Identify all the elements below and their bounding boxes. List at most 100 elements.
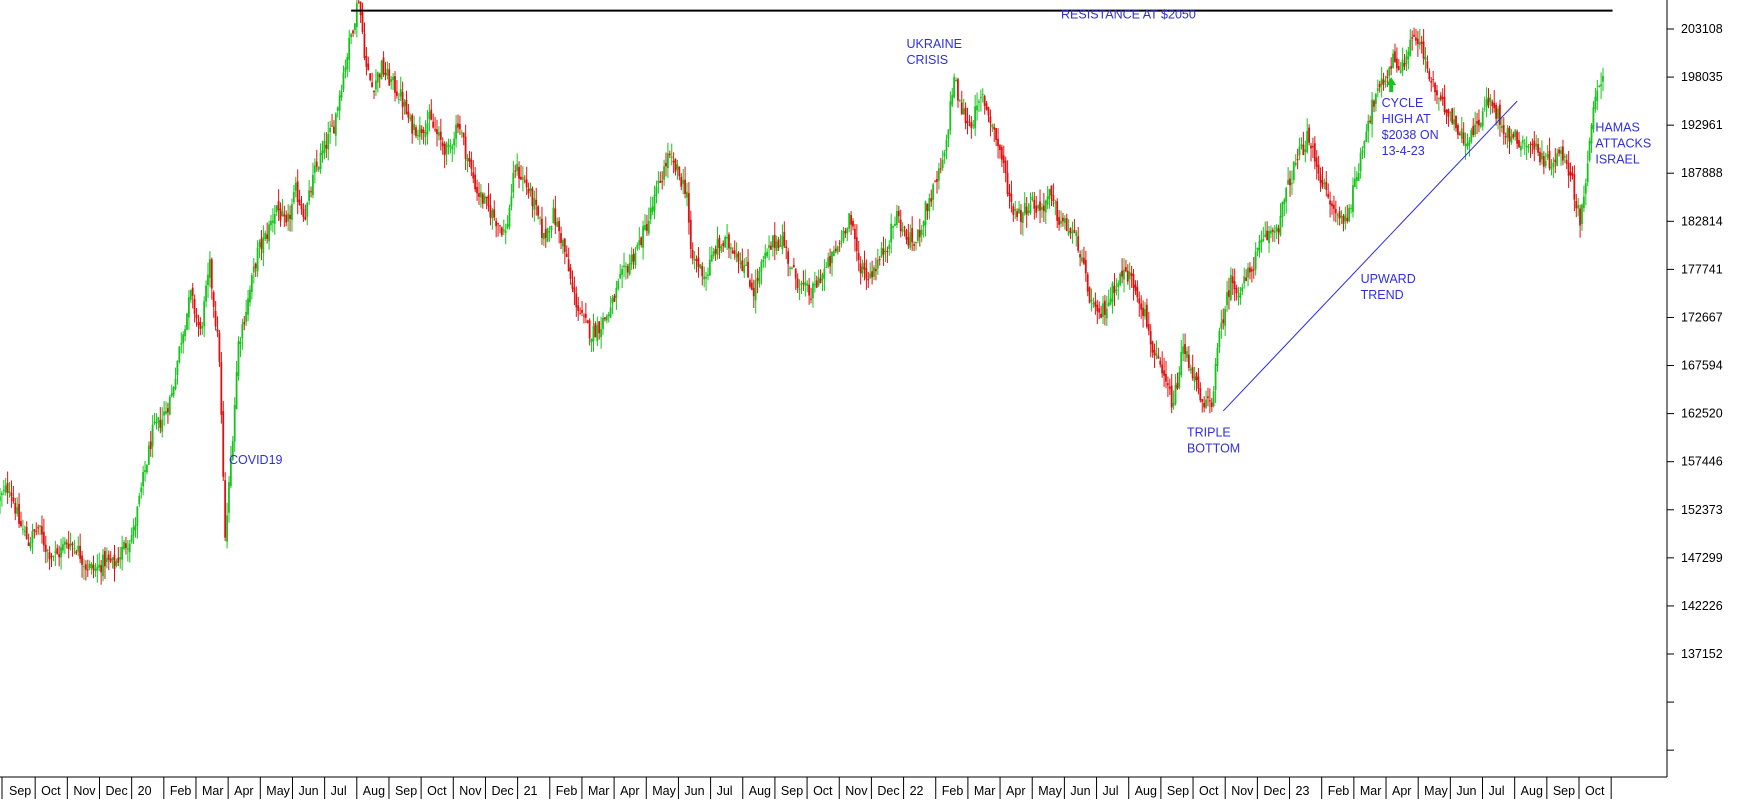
candle-body [857, 253, 860, 260]
candle-body [405, 99, 408, 115]
candle-body [104, 551, 106, 567]
candle-body [993, 126, 996, 130]
candle-body [336, 107, 339, 111]
candle-body [1016, 211, 1019, 218]
candle-body [806, 283, 809, 286]
candle-body [1010, 193, 1013, 202]
annotation-6-line-2: ISRAEL [1595, 152, 1640, 166]
x-tick-label: Dec [877, 784, 899, 798]
candle-body [926, 203, 929, 211]
candle-body [1327, 193, 1330, 198]
annotation-0-line-0: COVID19 [229, 453, 283, 467]
candle-body [178, 346, 181, 362]
candle-body [1107, 302, 1110, 307]
candle-body [1124, 267, 1127, 272]
candle-body [892, 225, 894, 228]
candle-body [1457, 124, 1459, 135]
candle-body [813, 284, 816, 286]
candle-body [804, 282, 807, 286]
candle-body [588, 320, 591, 339]
candle-body [943, 152, 946, 157]
candle-body [1287, 179, 1289, 185]
x-tick-label: May [266, 784, 290, 798]
candle-body [581, 309, 583, 313]
candle-body [208, 259, 211, 278]
candle-body [707, 274, 709, 276]
candle-body [714, 249, 717, 254]
candle-body [355, 3, 358, 28]
candle-body [749, 280, 751, 287]
candle-body [1140, 303, 1143, 310]
candle-body [1405, 56, 1408, 65]
x-tick-label: May [652, 784, 676, 798]
candle-body [1094, 301, 1097, 307]
candle-body [701, 266, 704, 277]
candle-body [1357, 172, 1360, 181]
candle-body [378, 74, 381, 78]
candle-body [1470, 130, 1473, 142]
candle-body [970, 122, 973, 128]
candle-body [136, 506, 139, 526]
candle-body [941, 159, 944, 168]
candle-body [827, 257, 830, 267]
candle-body [737, 252, 740, 262]
candle-body [1128, 271, 1131, 280]
candle-body [1069, 228, 1072, 233]
candle-body [1042, 205, 1045, 211]
candle-body [1516, 131, 1518, 144]
candle-body [395, 91, 398, 96]
candle-body [878, 259, 881, 261]
candle-body [840, 241, 843, 243]
candle-body [584, 313, 587, 318]
x-tick-label: Jul [717, 784, 733, 798]
candle-body [1004, 160, 1007, 174]
candle-body [899, 219, 902, 232]
candle-body [321, 150, 324, 155]
candle-body [10, 492, 13, 497]
candle-body [1168, 386, 1171, 389]
candle-body [985, 103, 988, 110]
candle-body [1290, 183, 1293, 185]
candle-body [1138, 298, 1141, 304]
candle-body [1600, 84, 1602, 87]
candle-body [449, 145, 452, 147]
candle-body [1350, 207, 1352, 209]
candle-body [838, 243, 841, 245]
candle-body [283, 214, 286, 217]
candle-body [1182, 346, 1185, 354]
candle-body [1052, 195, 1055, 201]
candle-body [256, 247, 259, 272]
candle-body [247, 298, 249, 315]
x-tick-label: Mar [974, 784, 996, 798]
candle-body [458, 123, 461, 130]
candle-body [105, 557, 108, 563]
candle-body [647, 220, 650, 234]
candle-body [479, 191, 482, 198]
candle-body [1464, 143, 1467, 147]
candle-body [775, 241, 778, 252]
candle-body [613, 295, 616, 302]
candle-body [1260, 239, 1263, 243]
candle-body [266, 234, 269, 239]
candle-body [1302, 144, 1305, 155]
candle-body [455, 124, 457, 139]
candle-body [1462, 132, 1465, 144]
candle-body [338, 95, 341, 111]
candle-body [439, 131, 442, 140]
candle-body [611, 298, 614, 304]
candle-body [764, 252, 767, 259]
candle-body [176, 361, 179, 376]
candle-body [1401, 59, 1404, 72]
candle-body [689, 219, 692, 250]
candle-body [638, 240, 641, 246]
annotation-5-line-1: HIGH AT [1382, 112, 1431, 126]
candle-body [531, 188, 534, 207]
candle-body [770, 245, 772, 250]
candle-body [607, 314, 610, 316]
candle-body [600, 329, 602, 338]
candle-body [12, 496, 15, 502]
candle-body [649, 207, 652, 220]
candle-body [710, 254, 713, 262]
candle-body [1563, 156, 1566, 158]
candle-body [1098, 308, 1101, 313]
